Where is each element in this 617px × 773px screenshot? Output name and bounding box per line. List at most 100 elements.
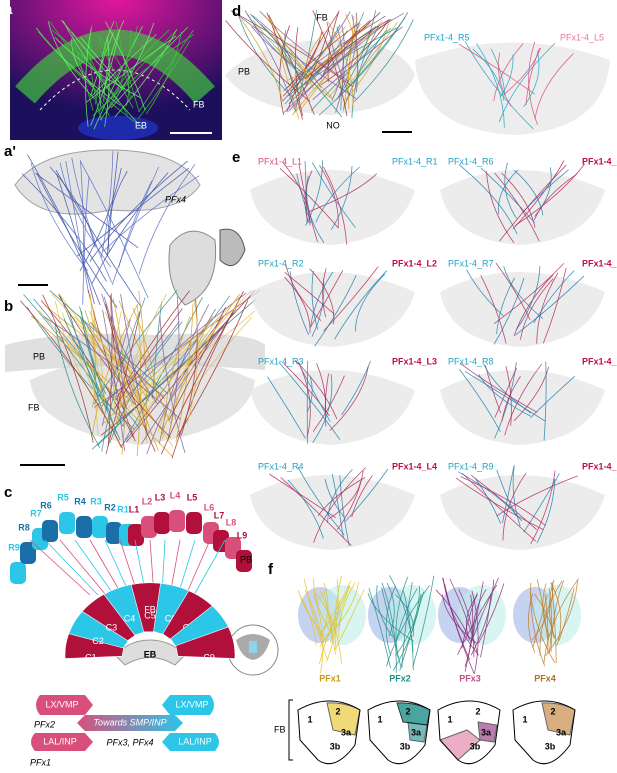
neuron-label: PFx1-4_R8: [448, 356, 494, 366]
neuron: [91, 305, 138, 435]
brain-mesh: [14, 149, 201, 215]
neuron: [464, 371, 546, 422]
neuron: [299, 594, 317, 646]
neuron: [98, 20, 115, 108]
neuron: [94, 40, 107, 105]
neuron: [523, 473, 560, 533]
neuron: [334, 270, 387, 340]
output-region: LAL/INP: [178, 736, 212, 746]
neuron: [159, 316, 186, 453]
neuron: [558, 587, 575, 642]
pb-glomerulus: [141, 516, 157, 538]
cell-type-label: PFx1: [319, 673, 341, 683]
neuron: [283, 19, 392, 113]
neuron: [83, 176, 90, 269]
neuron: [536, 478, 556, 544]
fb-zone: [477, 721, 498, 743]
neuron: [386, 582, 395, 637]
output-arrow: [31, 733, 93, 751]
neuron: [455, 477, 544, 530]
neuron: [323, 591, 336, 655]
zone-label: 3b: [470, 741, 481, 751]
neuron: [322, 268, 327, 318]
output-types: PFx2: [34, 719, 55, 729]
neuron: [97, 30, 177, 113]
neuron-label: PFx1-4_R4: [258, 461, 304, 471]
neuron: [542, 267, 567, 344]
neuron: [105, 311, 141, 454]
glomerulus-label: L5: [187, 492, 198, 502]
neuron: [395, 576, 409, 659]
pb-glomerulus: [20, 542, 36, 564]
neuron: [76, 167, 190, 257]
neuron: [89, 295, 106, 413]
neuron: [120, 293, 148, 436]
neuron: [331, 473, 344, 539]
neuron: [112, 298, 126, 455]
neuron: [520, 278, 554, 340]
neuron: [461, 473, 536, 542]
glomerulus-label: L8: [226, 517, 237, 527]
neuron: [327, 10, 340, 83]
glomerulus-label: R2: [104, 502, 116, 512]
neuron: [89, 294, 104, 405]
neuron-label: PFx1-4_L2: [392, 258, 437, 268]
neuron: [131, 289, 253, 430]
neuron: [295, 27, 304, 117]
neuron: [471, 474, 537, 530]
arrow-label: Towards SMP/INP: [93, 717, 166, 727]
neuron: [523, 51, 540, 108]
neuron: [157, 315, 221, 433]
neuron: [326, 579, 339, 662]
output-arrow: [162, 695, 214, 715]
neuron: [341, 360, 371, 416]
neuron: [548, 579, 556, 639]
neuron: [354, 273, 386, 332]
neuron: [330, 166, 353, 231]
panel-label: a: [4, 1, 13, 18]
fb-column: [175, 626, 236, 659]
neuron-label: PFx1-4_L3: [392, 356, 437, 366]
brain-mesh: [219, 228, 246, 267]
neuron: [114, 28, 178, 118]
neuron: [30, 162, 89, 272]
neuron-label: PFx1-4_R5: [424, 32, 470, 42]
region-label: FB: [316, 12, 328, 22]
neuron-label: PFx1-4_L4: [392, 461, 437, 471]
region-label: FB: [193, 99, 205, 109]
neuron: [392, 593, 422, 671]
cell-type-label: PFx3: [459, 673, 481, 683]
zone-label: 3b: [400, 741, 411, 751]
pb-glomerulus: [128, 524, 144, 546]
neuron: [530, 582, 546, 667]
neuron: [298, 164, 318, 242]
neuron: [503, 47, 541, 95]
region-label: FB: [274, 724, 286, 734]
pb-glomerulus: [92, 516, 108, 538]
neuron: [280, 477, 352, 546]
neuron: [62, 20, 144, 129]
neuron: [136, 303, 142, 457]
zone-label: 1: [447, 714, 452, 724]
neuron: [99, 22, 155, 120]
zone-label: 3a: [411, 727, 422, 737]
brain-mesh: [440, 475, 605, 550]
neuron: [464, 40, 534, 130]
neuron: [285, 264, 322, 322]
neuron: [286, 22, 360, 89]
region-label: FB: [144, 604, 156, 614]
neuron: [97, 36, 134, 109]
neuron: [171, 290, 244, 459]
neuron: [530, 470, 556, 545]
neuron: [92, 34, 194, 117]
neuron: [61, 19, 124, 91]
neuron: [317, 477, 366, 517]
glomerulus-label: L1: [129, 504, 140, 514]
neuron: [504, 363, 542, 436]
zone-label: 3a: [556, 727, 567, 737]
eb-signal: [78, 116, 158, 140]
glomerulus-label: L4: [170, 490, 181, 500]
neuron: [292, 22, 372, 88]
neuron: [329, 366, 369, 431]
